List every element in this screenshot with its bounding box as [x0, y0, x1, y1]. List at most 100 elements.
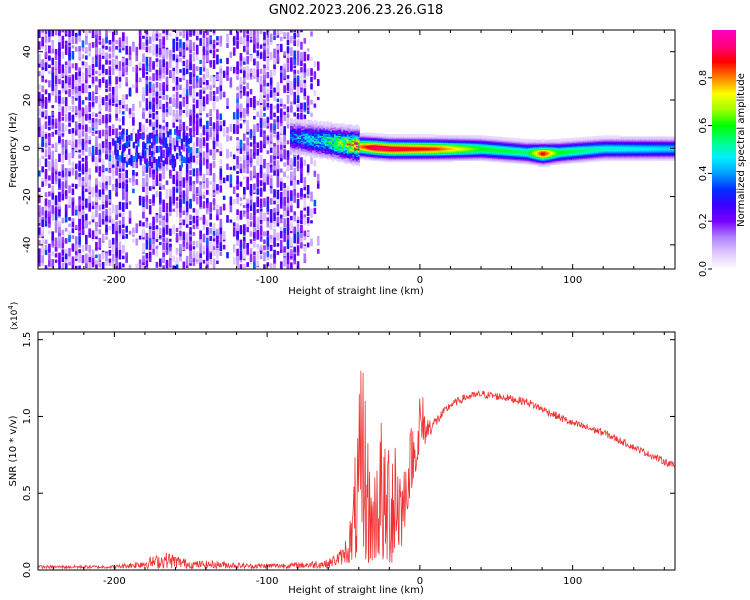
spectrogram-cell [144, 155, 147, 162]
spectrogram-cell [148, 83, 152, 93]
spectrogram-cell [328, 122, 331, 125]
spectrogram-cell [293, 250, 297, 261]
spectrogram-cell [216, 40, 219, 46]
spectrogram-cell [259, 52, 263, 59]
spectrogram-cell [300, 87, 303, 93]
spectrogram-cell [226, 98, 229, 106]
spectrogram-cell [199, 104, 202, 114]
spectrogram-cell [44, 133, 48, 139]
spectrogram-cell [122, 216, 125, 225]
spectrogram-cell [273, 189, 276, 198]
spectrogram-cell [317, 121, 320, 125]
spectrogram-cell [158, 235, 162, 239]
spectrogram-cell [229, 196, 233, 206]
spectrogram-cell [48, 70, 51, 75]
spectrogram-cell [58, 111, 61, 122]
spectrogram-cell [158, 206, 162, 215]
spectrogram-cell [98, 41, 102, 45]
spectrogram-cell [209, 215, 212, 220]
spectrogram-cell [165, 84, 169, 92]
spectrogram-cell [71, 114, 75, 123]
spectrogram-cell [44, 239, 48, 244]
spectrogram-cell [81, 157, 85, 162]
spectrogram-cell [219, 113, 223, 121]
spectrogram-cell [189, 156, 193, 163]
spectrogram-cell [58, 193, 61, 202]
spectrogram-cell [58, 90, 61, 95]
spectrogram-cell [78, 214, 81, 224]
spectrogram-cell [155, 174, 159, 185]
spectrogram-cell [219, 124, 223, 132]
spectrogram-cell [91, 102, 95, 107]
spectrogram-cell [192, 142, 196, 149]
spectrogram-cell [295, 152, 298, 156]
spectrogram-cell [142, 70, 145, 77]
spectrogram-cell [142, 261, 145, 269]
spectrogram-cell [212, 172, 216, 182]
spectrogram-cell [239, 57, 243, 66]
spectrogram-cell [122, 263, 125, 268]
spectrogram-cell [229, 166, 233, 171]
spectrogram-cell [101, 210, 105, 219]
spectrogram-cell [71, 161, 75, 168]
spectrogram-cell [263, 43, 266, 51]
spectrogram-cell [155, 114, 159, 119]
spectrogram-cell [48, 125, 51, 131]
spectrogram-cell [279, 261, 283, 269]
spectrogram-cell [58, 41, 61, 52]
spectrogram-cell [273, 237, 276, 247]
spectrogram-cell [273, 224, 276, 229]
spectrogram-cell [179, 123, 182, 132]
spectrogram-cell [152, 73, 155, 82]
spectrogram-cell [179, 46, 182, 52]
spectrogram-cell [95, 44, 98, 55]
spectrogram-cell [155, 59, 159, 68]
spectrogram-cell [169, 189, 172, 197]
spectrogram-cell [111, 237, 115, 245]
spectrogram-cell [286, 227, 290, 235]
spectrogram-cell [206, 247, 209, 255]
spectrogram-cell [189, 164, 192, 169]
spectrogram-cell [199, 66, 202, 76]
spectrogram-cell [199, 198, 202, 208]
spectrogram-cell [81, 100, 85, 105]
spectrogram-cell [283, 131, 286, 142]
spectrogram-cell [180, 161, 184, 168]
spectrogram-cell [71, 128, 75, 134]
spectrogram-cell [293, 246, 297, 253]
spectrogram-cell [38, 93, 41, 102]
spectrogram-cell [266, 92, 270, 102]
spectrogram-cell [88, 136, 92, 140]
spectrogram-cell [81, 147, 85, 156]
spectrogram-cell [273, 142, 276, 146]
spectrogram-cell [185, 88, 189, 97]
spectrogram-cell [95, 221, 98, 232]
spectrogram-cell [81, 170, 85, 175]
spectrogram-cell [283, 182, 286, 189]
spectrogram-cell [78, 213, 81, 219]
spectrogram-cell [332, 158, 335, 162]
spectrogram-cell [296, 149, 300, 160]
spectrogram-cell [179, 69, 182, 73]
spectrogram-cell [236, 209, 239, 215]
spectrogram-cell [182, 231, 186, 241]
spectrogram-cell [152, 61, 155, 70]
spectrogram-cell [293, 30, 297, 33]
spectrogram-cell [118, 109, 122, 114]
spectrogram-cell [189, 258, 192, 264]
spectrogram-cell [155, 103, 159, 110]
spectrogram-cell [212, 198, 216, 205]
spectrogram-cell [125, 179, 128, 184]
spectrogram-cell [167, 150, 170, 157]
spectrogram-cell [199, 230, 202, 240]
spectrogram-cell [172, 224, 176, 234]
spectrogram-cell [202, 223, 206, 231]
spectrogram-cell [296, 167, 300, 172]
spectrogram-cell [61, 229, 65, 235]
spectrogram-cell [155, 30, 159, 34]
spectrogram-cell [95, 259, 98, 265]
spectrogram-cell [48, 151, 51, 160]
spectrogram-cell [88, 139, 92, 145]
spectrogram-cell [296, 261, 300, 269]
spectrogram-cell [253, 183, 256, 190]
